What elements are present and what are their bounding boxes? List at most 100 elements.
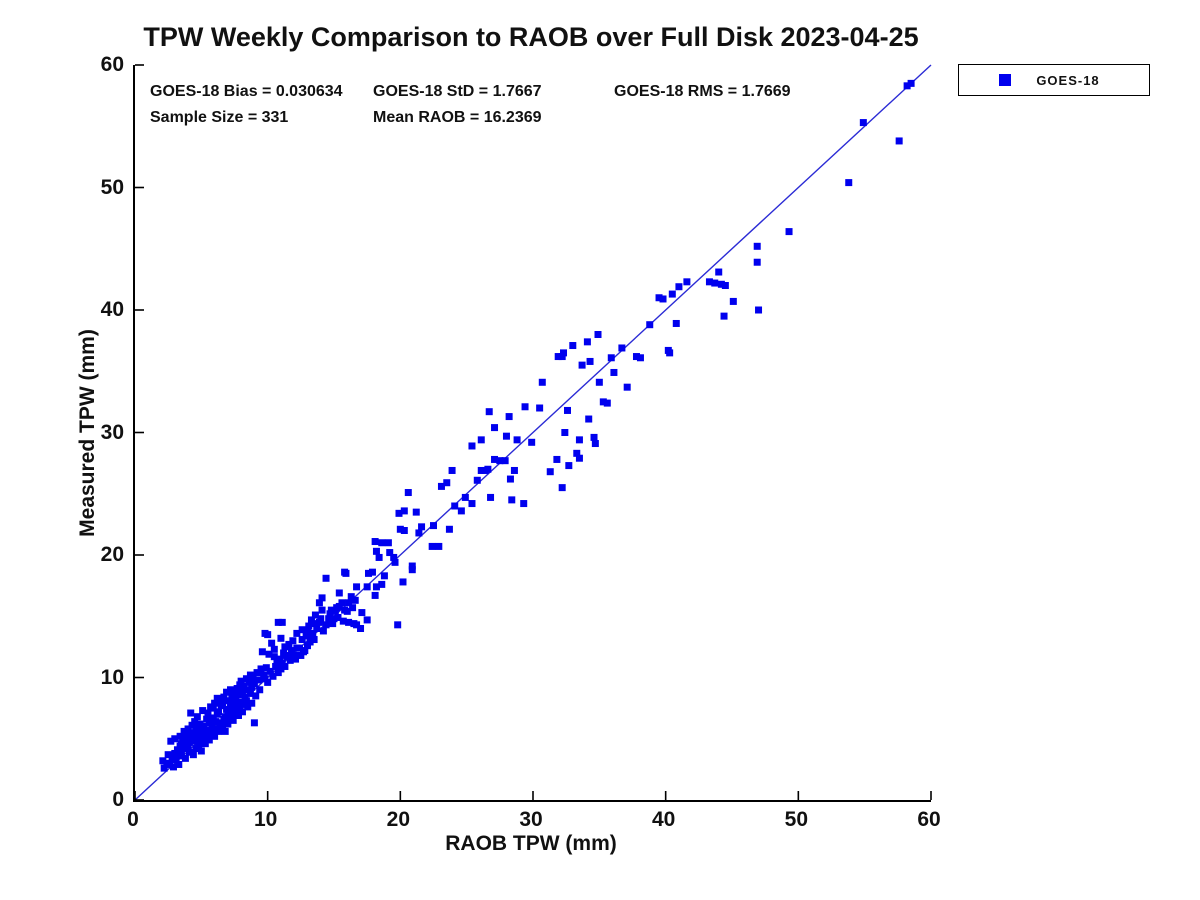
data-point (196, 720, 204, 728)
data-point (721, 282, 729, 289)
chart-title: TPW Weekly Comparison to RAOB over Full … (143, 22, 919, 52)
data-point (317, 615, 325, 623)
legend: GOES-18 (958, 64, 1150, 96)
data-point (238, 708, 246, 716)
data-point (224, 720, 232, 728)
data-point (231, 688, 238, 696)
data-point (208, 729, 216, 737)
data-point (668, 290, 676, 298)
data-point (205, 719, 213, 727)
data-point (329, 620, 337, 628)
data-point (358, 609, 366, 617)
data-point (343, 607, 351, 615)
data-point (261, 675, 269, 683)
data-point (371, 591, 379, 599)
data-point (240, 682, 248, 690)
data-point (618, 344, 626, 352)
data-point (448, 466, 456, 474)
data-point (274, 618, 282, 626)
data-point (563, 406, 571, 414)
data-point (189, 751, 197, 759)
data-point (288, 647, 296, 655)
x-tick-label: 30 (519, 808, 543, 831)
data-point (553, 455, 561, 463)
data-point (591, 440, 599, 448)
data-point (265, 650, 273, 658)
data-point (391, 558, 399, 566)
data-point (430, 522, 437, 530)
data-point (224, 707, 232, 715)
data-point (322, 621, 330, 629)
data-point (164, 751, 172, 759)
data-point (293, 629, 301, 637)
data-point (303, 627, 311, 635)
data-point (907, 79, 915, 87)
data-point (298, 626, 306, 634)
legend-marker-square (999, 74, 1011, 86)
data-point (451, 502, 459, 510)
data-point (583, 338, 591, 346)
data-point (565, 462, 573, 470)
data-point (672, 319, 680, 327)
data-point (715, 268, 723, 276)
data-point (477, 436, 485, 444)
data-point (560, 349, 568, 357)
data-point (281, 643, 289, 651)
data-point (585, 415, 593, 423)
data-point (171, 735, 179, 743)
data-point (412, 508, 420, 516)
data-point (345, 618, 353, 626)
scatter-plot-canvas (134, 64, 932, 801)
data-point (326, 610, 334, 618)
data-point (318, 594, 326, 602)
data-point (590, 433, 598, 441)
y-tick-label: 10 (100, 665, 124, 689)
data-point (632, 353, 640, 361)
data-point (335, 602, 343, 610)
data-point (234, 691, 242, 699)
data-point (311, 611, 319, 619)
data-point (845, 179, 853, 187)
data-point (491, 455, 499, 463)
data-point (185, 748, 193, 756)
data-point (159, 757, 167, 765)
data-point (233, 685, 241, 693)
data-point (353, 583, 361, 591)
data-point (683, 278, 691, 286)
data-point (675, 283, 683, 291)
data-point (201, 740, 209, 748)
data-point (221, 713, 229, 721)
data-point (325, 615, 333, 623)
data-point (221, 727, 229, 735)
data-point (181, 754, 189, 762)
data-point (309, 629, 317, 637)
data-point (245, 678, 253, 686)
data-point (215, 727, 223, 735)
data-point (347, 593, 355, 601)
data-point (302, 632, 310, 640)
data-point (636, 354, 644, 362)
data-point (315, 599, 323, 607)
data-point (502, 432, 510, 440)
data-point (546, 468, 554, 476)
data-point (225, 697, 233, 705)
data-point (330, 615, 338, 623)
data-point (753, 242, 761, 250)
data-point (310, 620, 318, 628)
data-point (223, 688, 231, 696)
data-point (510, 466, 518, 474)
data-point (435, 542, 443, 550)
data-point (578, 361, 586, 369)
data-point (468, 442, 476, 450)
data-point (172, 756, 180, 764)
data-point (603, 399, 611, 407)
data-point (468, 500, 476, 508)
data-point (277, 665, 285, 673)
data-point (229, 703, 237, 711)
data-point (334, 613, 342, 621)
data-point (586, 357, 594, 365)
data-point (404, 489, 412, 497)
data-point (484, 465, 492, 473)
x-tick-label: 40 (651, 808, 676, 831)
data-point (513, 436, 521, 444)
